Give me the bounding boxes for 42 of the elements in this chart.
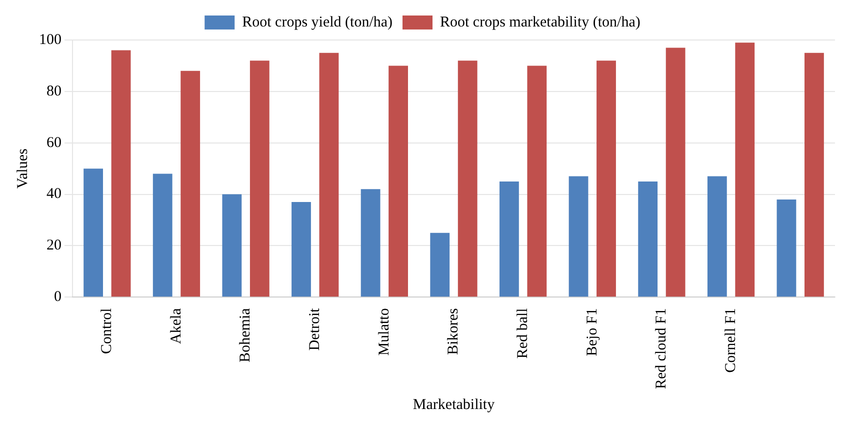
y-tick-label: 80 [46,83,62,100]
bar [568,176,588,297]
bar [84,168,103,297]
x-tick-label: Akela [168,308,184,344]
y-axis-title: Values [14,148,31,189]
x-tick-label: Mulatto [376,308,392,356]
bar [250,60,270,297]
x-tick-label: Control [99,308,116,354]
x-tick-label: Red cloud F1 [654,308,670,390]
y-tick-label: 100 [39,32,62,48]
bar [638,181,658,297]
bar [527,66,547,297]
bar [707,176,727,297]
bar [458,60,478,297]
y-tick-label: 60 [46,134,62,151]
bar [430,232,450,297]
legend-label: Root crops yield (ton/ha) [242,14,393,30]
bar [735,42,755,297]
x-axis-title: Marketability [412,396,496,413]
bar [222,194,242,297]
y-tick-label: 0 [54,289,62,306]
x-tick-label: Bejo F1 [584,308,600,356]
bar [596,60,616,297]
bar [804,52,824,297]
x-tick-label: Bikores [446,308,462,355]
x-tick-label: Bohemia [238,308,254,362]
bar [388,66,408,297]
bar [111,50,131,297]
bar [180,70,200,297]
x-tick-label: Detroit [307,307,324,351]
bar [292,202,311,297]
x-tick-label: Red ball [515,308,532,359]
bar [360,189,380,297]
bar [666,48,686,297]
legend-label: Root crops marketability (ton/ha) [440,14,640,30]
bar [500,181,519,297]
x-tick-label: Cornell F1 [722,308,739,373]
bar [152,174,172,297]
y-tick-label: 20 [46,238,62,254]
bar [319,52,339,297]
bar [776,199,796,297]
y-tick-label: 40 [46,186,62,202]
